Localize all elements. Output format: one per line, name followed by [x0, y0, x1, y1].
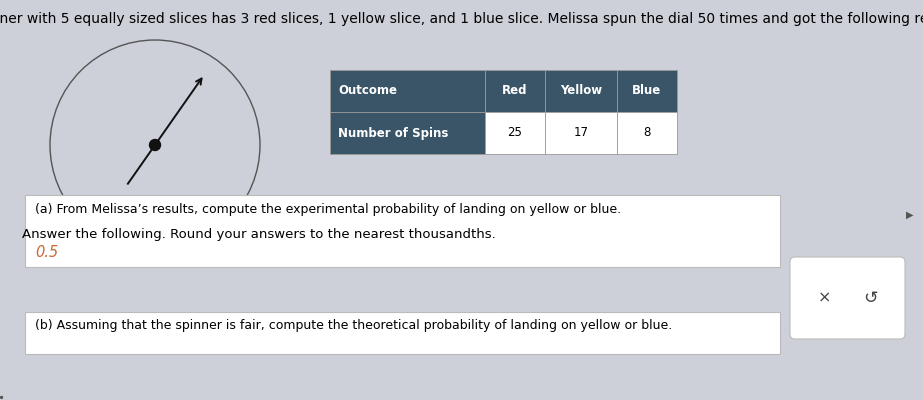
FancyBboxPatch shape: [790, 257, 905, 339]
Wedge shape: [2, 396, 3, 398]
FancyBboxPatch shape: [485, 112, 545, 154]
Text: (a) From Melissa’s results, compute the experimental probability of landing on y: (a) From Melissa’s results, compute the …: [35, 203, 621, 216]
Text: Blue: Blue: [632, 84, 662, 98]
Text: ▶: ▶: [905, 210, 913, 220]
Text: (b) Assuming that the spinner is fair, compute the theoretical probability of la: (b) Assuming that the spinner is fair, c…: [35, 319, 672, 332]
Text: 0.5: 0.5: [35, 245, 58, 260]
Text: Yellow: Yellow: [560, 84, 602, 98]
Wedge shape: [1, 396, 2, 398]
Circle shape: [150, 140, 161, 150]
FancyBboxPatch shape: [545, 112, 617, 154]
Text: Number of Spins: Number of Spins: [338, 126, 449, 140]
Text: 17: 17: [573, 126, 589, 140]
Text: Outcome: Outcome: [338, 84, 397, 98]
FancyBboxPatch shape: [617, 70, 677, 112]
FancyBboxPatch shape: [25, 195, 780, 267]
Wedge shape: [2, 397, 3, 398]
Wedge shape: [1, 397, 2, 398]
Text: A spinner with 5 equally sized slices has 3 red slices, 1 yellow slice, and 1 bl: A spinner with 5 equally sized slices ha…: [0, 12, 923, 26]
Text: ×: ×: [818, 290, 831, 306]
Text: Red: Red: [502, 84, 528, 98]
FancyBboxPatch shape: [330, 70, 485, 112]
Text: Answer the following. Round your answers to the nearest thousandths.: Answer the following. Round your answers…: [22, 228, 496, 241]
FancyBboxPatch shape: [25, 312, 780, 354]
Text: 25: 25: [508, 126, 522, 140]
FancyBboxPatch shape: [330, 112, 485, 154]
FancyBboxPatch shape: [545, 70, 617, 112]
FancyBboxPatch shape: [485, 70, 545, 112]
Text: 8: 8: [643, 126, 651, 140]
FancyBboxPatch shape: [617, 112, 677, 154]
Text: ↺: ↺: [863, 289, 878, 307]
